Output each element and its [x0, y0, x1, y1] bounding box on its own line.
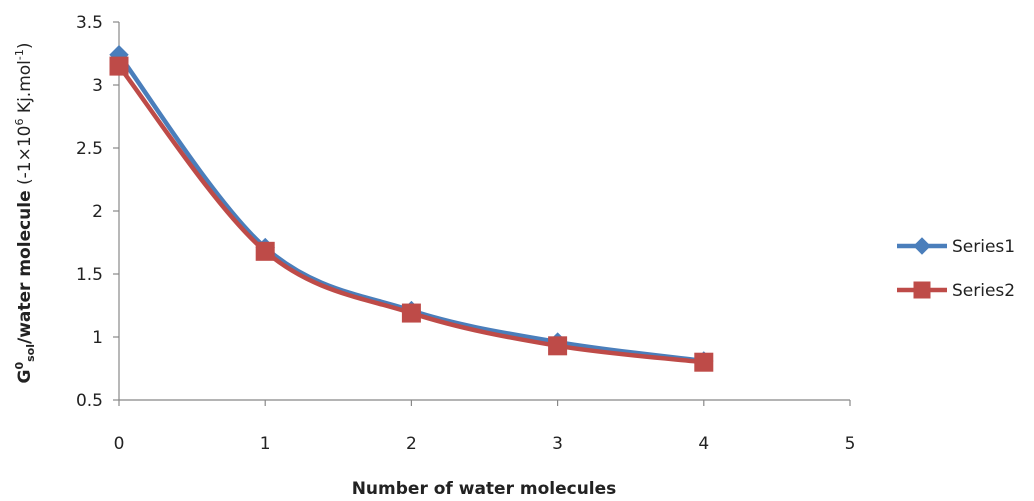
legend-label: Series1 [952, 237, 1015, 257]
series-2-point [109, 56, 129, 76]
legend-label: Series2 [952, 281, 1015, 301]
y-tick-label: 3.5 [76, 13, 103, 33]
legend-item: Series2 [897, 281, 1015, 301]
series-2-point [255, 241, 275, 261]
y-ticks: 0.5 1 1.5 2 2.5 3 3.5 [76, 13, 119, 411]
legend-swatch-marker [913, 281, 931, 299]
series-2 [109, 56, 714, 372]
x-tick-label: 4 [698, 434, 709, 454]
series-2-point [694, 352, 714, 372]
x-tick-label: 5 [845, 434, 856, 454]
y-tick-label: 3 [92, 76, 103, 96]
legend: Series1 Series2 [897, 237, 1015, 301]
series-layer [109, 45, 714, 372]
y-axis-title: G0sol/water molecule (-1×106 Kj.mol-1) [13, 43, 37, 384]
x-tick-label: 0 [114, 434, 125, 454]
legend-swatch-marker [913, 237, 931, 255]
y-tick-label: 0.5 [76, 391, 103, 411]
y-tick-label: 1 [92, 328, 103, 348]
y-tick-label: 2 [92, 202, 103, 222]
x-axis-title: Number of water molecules [352, 479, 617, 499]
x-tick-label: 1 [260, 434, 271, 454]
x-tick-label: 2 [406, 434, 417, 454]
legend-item: Series1 [897, 237, 1015, 257]
series-2-point [401, 303, 421, 323]
x-ticks: 0 1 2 3 4 5 [114, 400, 856, 454]
x-tick-label: 3 [552, 434, 563, 454]
y-tick-label: 2.5 [76, 139, 103, 159]
series-2-point [548, 336, 568, 356]
y-tick-label: 1.5 [76, 265, 103, 285]
